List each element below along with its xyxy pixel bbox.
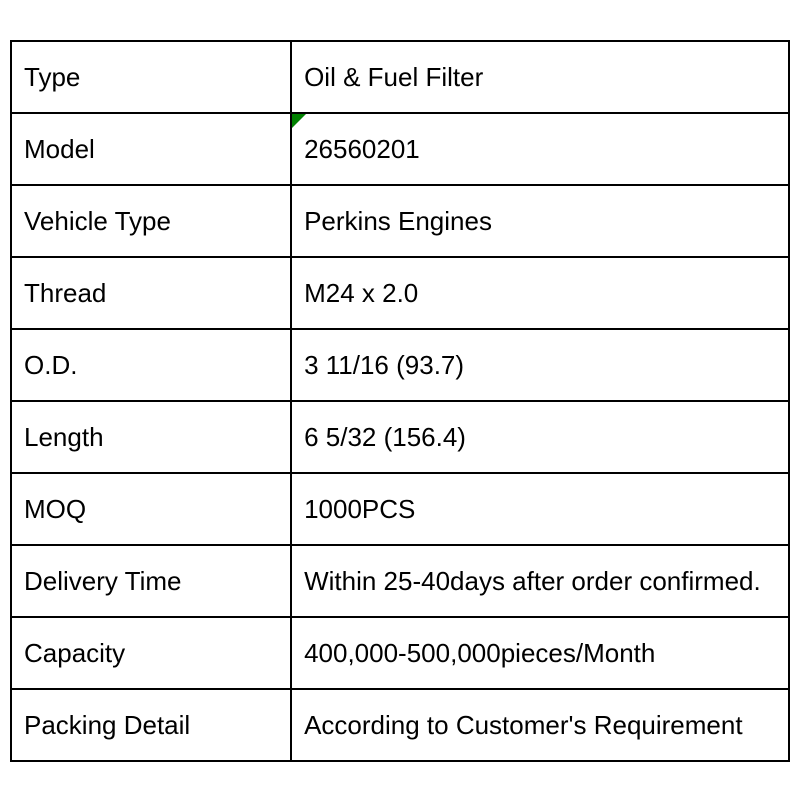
row-label: Model [11, 113, 291, 185]
table-row: Type Oil & Fuel Filter [11, 41, 789, 113]
row-label: Length [11, 401, 291, 473]
cell-marker-icon [292, 114, 306, 128]
table-row: Vehicle Type Perkins Engines [11, 185, 789, 257]
row-value: 400,000-500,000pieces/Month [291, 617, 789, 689]
row-label: MOQ [11, 473, 291, 545]
table-row: Length 6 5/32 (156.4) [11, 401, 789, 473]
table-row: Packing Detail According to Customer's R… [11, 689, 789, 761]
table-row: Capacity 400,000-500,000pieces/Month [11, 617, 789, 689]
row-value: 1000PCS [291, 473, 789, 545]
row-label: O.D. [11, 329, 291, 401]
table-row: Thread M24 x 2.0 [11, 257, 789, 329]
row-label: Vehicle Type [11, 185, 291, 257]
row-label: Packing Detail [11, 689, 291, 761]
row-label: Type [11, 41, 291, 113]
row-value: According to Customer's Requirement [291, 689, 789, 761]
row-value: Within 25-40days after order confirmed. [291, 545, 789, 617]
row-value: M24 x 2.0 [291, 257, 789, 329]
table-row: Delivery Time Within 25-40days after ord… [11, 545, 789, 617]
row-value: Oil & Fuel Filter [291, 41, 789, 113]
row-value-text: 26560201 [304, 134, 420, 164]
row-value: 6 5/32 (156.4) [291, 401, 789, 473]
row-label: Thread [11, 257, 291, 329]
row-value: Perkins Engines [291, 185, 789, 257]
table-body: Type Oil & Fuel Filter Model 26560201 Ve… [11, 41, 789, 761]
row-value: 26560201 [291, 113, 789, 185]
table-row: MOQ 1000PCS [11, 473, 789, 545]
row-value: 3 11/16 (93.7) [291, 329, 789, 401]
table-row: Model 26560201 [11, 113, 789, 185]
table-row: O.D. 3 11/16 (93.7) [11, 329, 789, 401]
specification-table: Type Oil & Fuel Filter Model 26560201 Ve… [10, 40, 790, 762]
row-label: Capacity [11, 617, 291, 689]
row-label: Delivery Time [11, 545, 291, 617]
